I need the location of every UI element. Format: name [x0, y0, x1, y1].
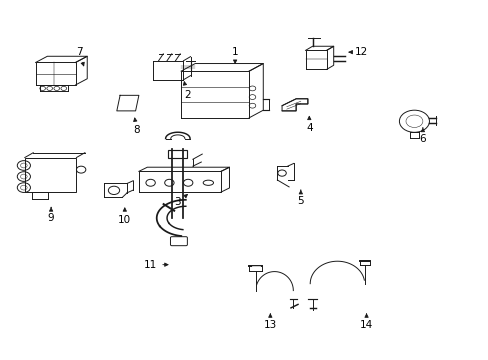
Text: 7: 7 — [76, 47, 84, 66]
Text: 3: 3 — [174, 194, 187, 207]
Text: 6: 6 — [419, 128, 426, 144]
Text: 14: 14 — [359, 314, 372, 330]
Text: 4: 4 — [305, 116, 312, 133]
Text: 5: 5 — [297, 190, 304, 206]
Text: 12: 12 — [348, 47, 368, 57]
Text: 10: 10 — [118, 208, 131, 225]
Text: 9: 9 — [48, 207, 54, 223]
Text: 1: 1 — [231, 47, 238, 63]
Text: 11: 11 — [143, 260, 168, 270]
Text: 2: 2 — [183, 82, 190, 100]
Text: 8: 8 — [133, 118, 140, 135]
Text: 13: 13 — [263, 314, 276, 330]
